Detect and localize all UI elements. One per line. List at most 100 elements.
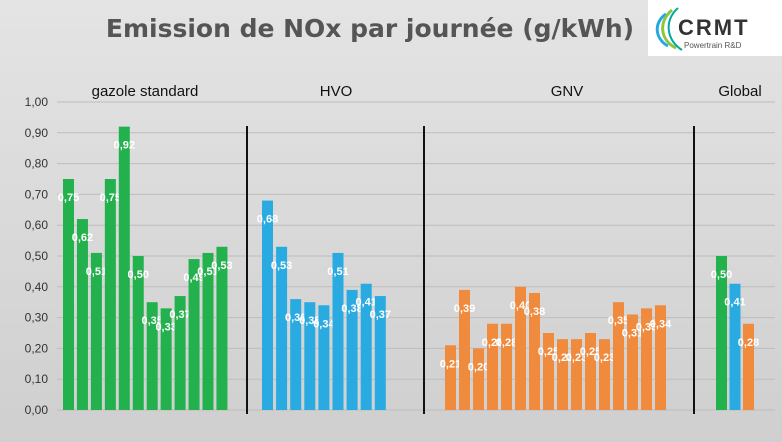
bar: [146, 302, 158, 410]
bar: [641, 308, 652, 410]
y-tick-label: 0,20: [25, 341, 49, 355]
data-label: 0,28: [482, 337, 503, 349]
bar: [118, 126, 130, 410]
group-label: GNV: [551, 83, 584, 100]
data-label: 0,37: [169, 309, 190, 321]
bar: [459, 289, 470, 410]
data-label: 0,75: [58, 192, 79, 204]
y-tick-label: 0,30: [25, 311, 49, 325]
data-label: 0,35: [608, 315, 629, 327]
data-label: 0,37: [370, 309, 391, 321]
data-label: 0,33: [636, 321, 657, 333]
crmt-logo-icon: CRMT Powertrain R&D: [655, 7, 750, 51]
data-label: 0,36: [285, 312, 306, 324]
data-label: 0,51: [86, 266, 107, 278]
bar: [599, 339, 610, 410]
data-label: 0,41: [355, 297, 376, 309]
bar: [543, 333, 554, 410]
data-label: 0,34: [313, 318, 335, 330]
bar: [76, 219, 88, 410]
y-tick-label: 0,00: [25, 403, 49, 417]
data-label: 0,20: [468, 361, 489, 373]
bar: [501, 323, 512, 410]
bar: [360, 283, 372, 410]
bar: [216, 246, 228, 410]
logo-name: CRMT: [678, 15, 750, 40]
data-label: 0,50: [711, 269, 732, 281]
bar: [716, 256, 727, 410]
data-label: 0,75: [100, 192, 121, 204]
bar: [515, 286, 526, 410]
bar: [627, 314, 638, 410]
data-label: 0,35: [299, 315, 320, 327]
bar: [332, 252, 344, 410]
y-tick-label: 0,10: [25, 372, 49, 386]
y-tick-label: 0,70: [25, 187, 49, 201]
data-label: 0,23: [552, 352, 573, 364]
data-label: 0,53: [211, 260, 232, 272]
bar: [571, 339, 582, 410]
group-label: Global: [718, 83, 761, 100]
group-label: gazole standard: [92, 83, 199, 100]
data-label: 0,23: [594, 352, 615, 364]
bar: [473, 348, 484, 410]
bar: [290, 299, 302, 410]
bar: [202, 252, 214, 410]
data-label: 0,41: [724, 297, 745, 309]
bar: [445, 345, 456, 410]
bar: [63, 179, 74, 410]
data-label: 0,23: [566, 352, 587, 364]
bar: [318, 305, 330, 410]
y-tick-label: 0,50: [25, 249, 49, 263]
bar: [655, 305, 666, 410]
bar: [304, 302, 316, 410]
data-label: 0,21: [440, 358, 461, 370]
bar: [104, 179, 116, 410]
bar: [160, 308, 172, 410]
bar: [188, 259, 200, 410]
data-label: 0,51: [197, 266, 218, 278]
data-label: 0,68: [257, 214, 278, 226]
data-label: 0,35: [141, 315, 162, 327]
bar: [729, 283, 741, 410]
bar: [90, 252, 102, 410]
bar: [557, 339, 568, 410]
data-label: 0,92: [114, 140, 135, 152]
data-label: 0,33: [155, 321, 176, 333]
data-label: 0,40: [510, 300, 531, 312]
bar: [613, 302, 624, 410]
data-label: 0,38: [341, 303, 362, 315]
data-label: 0,53: [271, 260, 292, 272]
logo-subtitle: Powertrain R&D: [684, 41, 742, 50]
bar: [174, 296, 186, 410]
data-label: 0,31: [622, 328, 643, 340]
bar: [132, 256, 144, 410]
y-tick-label: 0,60: [25, 218, 49, 232]
bar: [529, 292, 540, 410]
group-label: HVO: [320, 83, 353, 100]
data-label: 0,38: [524, 306, 545, 318]
data-label: 0,51: [327, 266, 348, 278]
bar: [743, 323, 754, 410]
data-label: 0,28: [496, 337, 517, 349]
data-label: 0,50: [128, 269, 149, 281]
bar: [262, 200, 273, 410]
chart-title: Emission de NOx par journée (g/kWh): [105, 14, 635, 43]
data-label: 0,25: [538, 346, 559, 358]
data-label: 0,49: [183, 272, 204, 284]
bar: [585, 333, 596, 410]
bar: [346, 289, 358, 410]
y-tick-label: 0,90: [25, 126, 49, 140]
y-tick-label: 0,40: [25, 280, 49, 294]
bar: [374, 296, 386, 410]
data-label: 0,28: [738, 337, 759, 349]
bar: [487, 323, 498, 410]
data-label: 0,39: [454, 303, 475, 315]
data-label: 0,62: [72, 232, 93, 244]
crmt-logo: CRMT Powertrain R&D: [648, 0, 782, 56]
data-label: 0,25: [580, 346, 601, 358]
y-tick-label: 1,00: [25, 95, 49, 109]
bar: [276, 246, 288, 410]
